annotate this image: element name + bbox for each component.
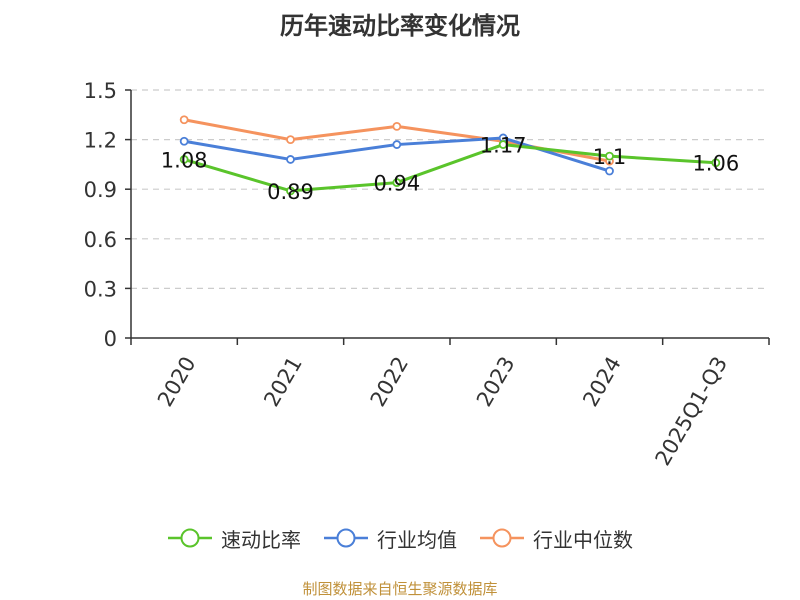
series-lines [179,115,721,196]
legend-swatch-icon [324,528,368,548]
data-label: 1.06 [692,152,739,176]
x-tick-label: 2023 [472,353,520,411]
x-tick-label: 2020 [153,353,201,411]
y-tick-label: 0.6 [84,228,117,252]
data-point [711,158,721,168]
legend-swatch-marker [336,528,356,548]
legend-label: 行业中位数 [533,527,633,552]
data-label: 1.1 [593,145,626,169]
data-point [179,155,189,164]
legend-label: 速动比率 [221,527,301,552]
data-label: 0.94 [373,172,420,196]
y-tick-label: 1.2 [84,129,117,153]
data-label: 0.89 [267,180,314,204]
x-tick-label: 2024 [578,353,626,411]
series-line [182,143,718,193]
data-point [179,115,189,125]
data-point [498,140,508,149]
legend-swatch-icon [480,528,524,548]
y-tick-label: 0.9 [84,178,117,202]
source-footer: 制图数据来自恒生聚源数据库 [302,580,498,598]
legend-label: 行业均值 [377,527,457,552]
data-point [392,140,402,149]
y-tick-label: 0 [104,327,117,351]
legend-item[interactable]: 行业中位数 [479,524,633,553]
legend: 速动比率 行业均值 行业中位数 [0,518,800,558]
chart-title: 历年速动比率变化情况 [280,12,520,40]
x-tick-label: 2022 [366,353,414,411]
data-point [179,136,189,146]
legend-swatch-icon [168,528,212,548]
data-point [286,155,295,164]
grid-lines [131,89,769,289]
x-tick-label: 2025Q1-Q3 [651,353,733,470]
legend-item[interactable]: 速动比率 [167,524,301,553]
data-point [392,121,402,131]
data-label: 1.17 [480,134,527,158]
data-label: 1.08 [161,148,208,172]
y-tick-label: 0.3 [84,277,117,301]
y-tick-label: 1.5 [84,79,117,103]
legend-swatch-marker [492,528,512,548]
data-labels: 1.08 0.89 0.94 1.17 1.1 1.06 [161,134,739,204]
data-point [605,166,614,176]
data-point [605,151,614,161]
data-point [286,135,295,145]
legend-swatch-marker [180,528,200,548]
data-point [392,178,402,187]
data-point [286,186,295,196]
x-tick-label: 2021 [259,353,307,411]
legend-item[interactable]: 行业均值 [323,524,457,553]
